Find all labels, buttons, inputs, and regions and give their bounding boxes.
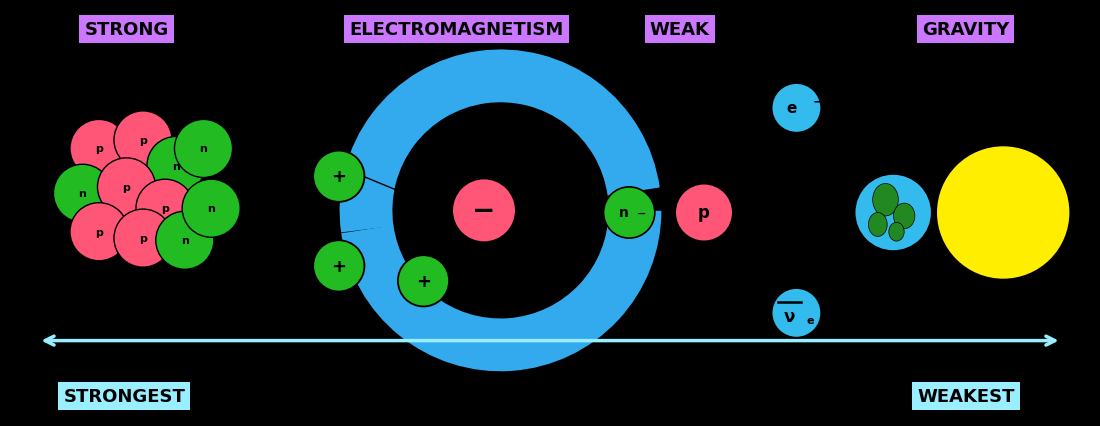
Text: ELECTROMAGNETISM: ELECTROMAGNETISM [350,21,563,39]
Ellipse shape [889,223,904,242]
Text: n: n [180,236,189,246]
Ellipse shape [314,151,364,202]
Ellipse shape [183,180,240,238]
Ellipse shape [54,165,111,223]
Text: +: + [331,168,346,186]
Text: ν: ν [784,307,795,325]
Text: p: p [161,204,169,214]
Text: +: + [416,272,431,290]
Text: n: n [172,161,180,171]
Text: n: n [207,204,216,214]
Ellipse shape [872,184,899,216]
Text: STRONGEST: STRONGEST [64,387,185,405]
Ellipse shape [70,203,128,261]
Text: e: e [786,101,798,116]
Text: e: e [807,315,814,325]
Text: n: n [78,189,87,199]
Text: p: p [95,144,103,154]
Ellipse shape [136,180,194,238]
Text: +: + [331,257,346,275]
Text: −: − [813,95,824,108]
Text: WEAK: WEAK [650,21,710,39]
Ellipse shape [771,288,822,338]
Ellipse shape [937,147,1069,279]
Text: −: − [637,208,646,218]
Ellipse shape [771,84,822,133]
Ellipse shape [156,212,213,270]
Ellipse shape [114,210,172,268]
Text: n: n [619,206,628,220]
Text: p: p [95,227,103,237]
Ellipse shape [452,179,516,243]
Ellipse shape [398,256,449,307]
Ellipse shape [675,184,733,242]
Text: −: − [472,197,496,225]
Ellipse shape [114,112,172,170]
Ellipse shape [314,241,364,292]
Ellipse shape [175,120,232,178]
Text: n: n [199,144,208,154]
Text: WEAKEST: WEAKEST [917,387,1014,405]
Text: p: p [698,204,710,222]
Text: p: p [139,233,147,244]
Ellipse shape [147,137,205,195]
Text: p: p [122,182,131,193]
Ellipse shape [70,120,128,178]
Ellipse shape [868,213,888,237]
Ellipse shape [98,158,155,216]
Text: GRAVITY: GRAVITY [922,21,1010,39]
Text: STRONG: STRONG [85,21,168,39]
Ellipse shape [855,175,932,251]
Ellipse shape [893,204,915,229]
Text: p: p [139,135,147,146]
Ellipse shape [604,187,654,239]
